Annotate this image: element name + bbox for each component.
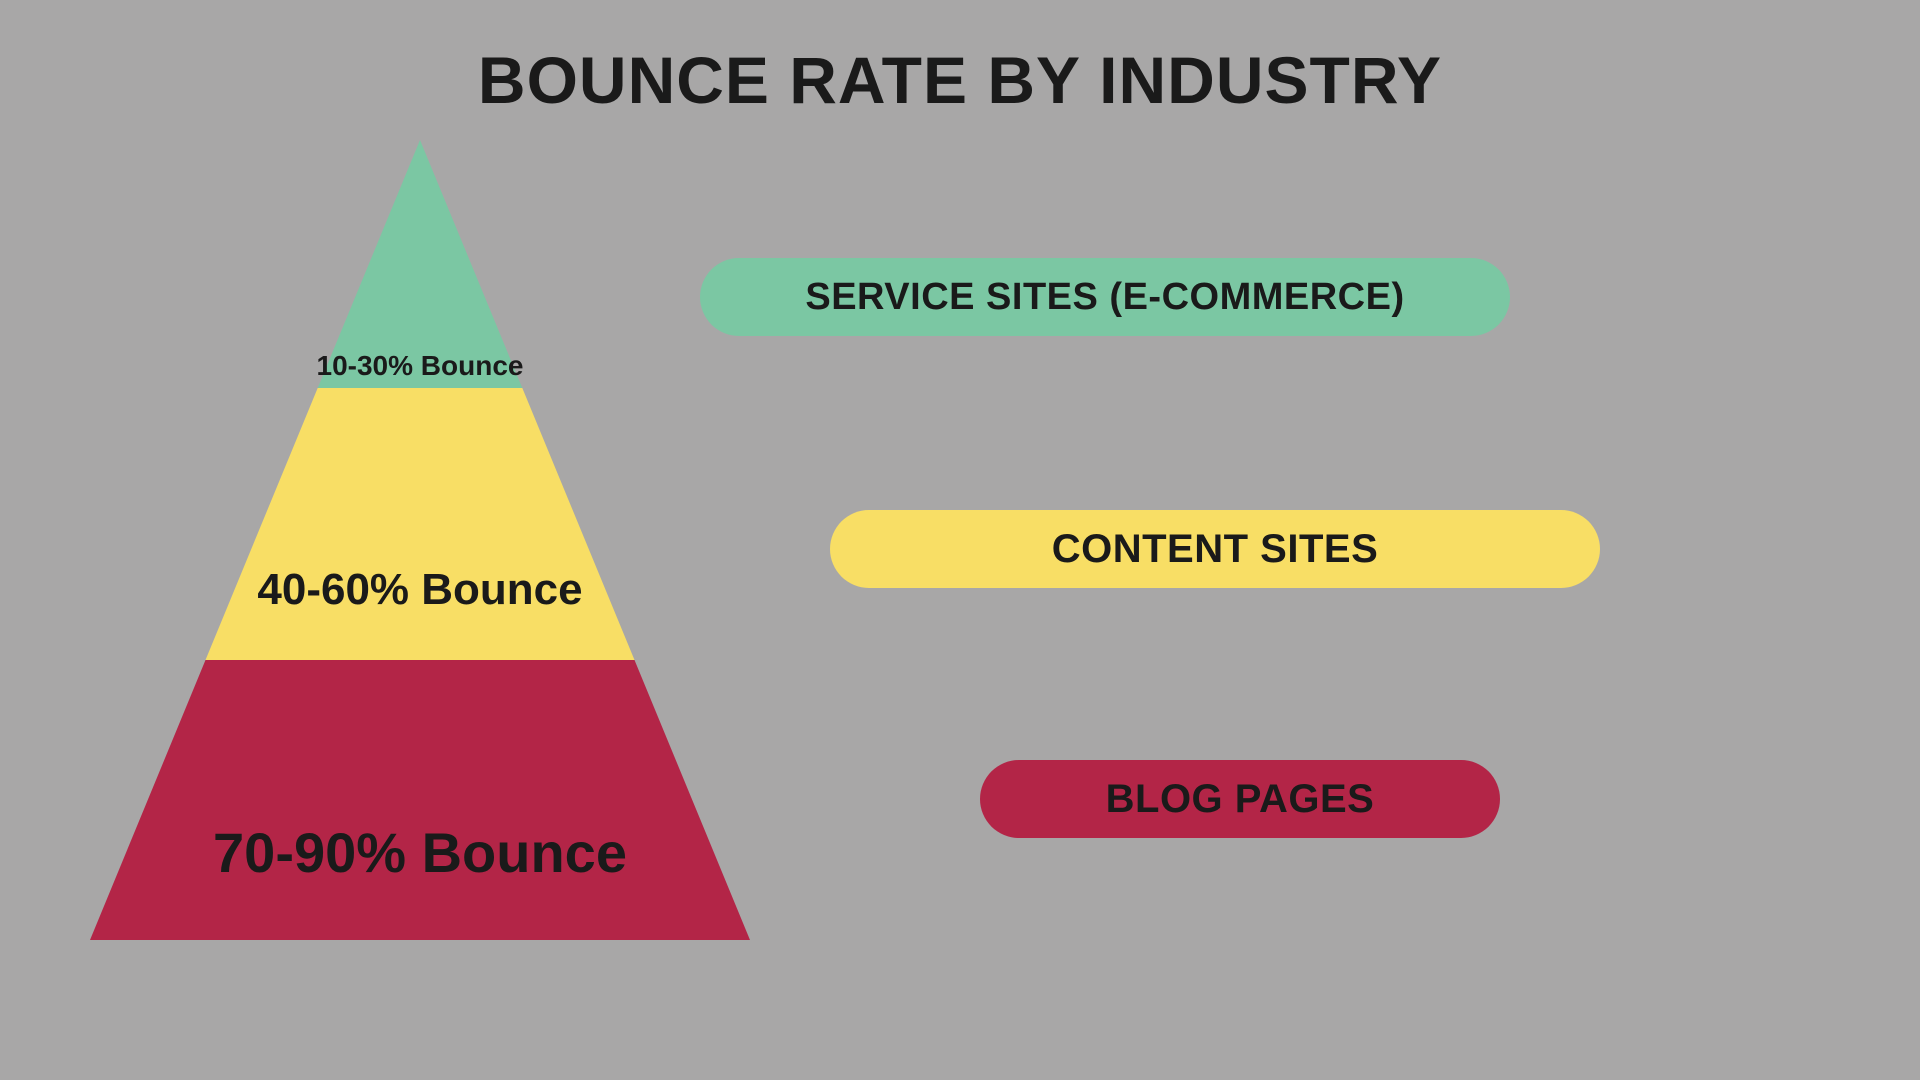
pyramid-chart: 10-30% Bounce 40-60% Bounce 70-90% Bounc…	[90, 140, 750, 940]
pyramid-segment-middle	[206, 388, 635, 660]
pill-blog-pages: BLOG PAGES	[980, 760, 1500, 838]
pill-label: CONTENT SITES	[1052, 527, 1379, 572]
pill-label: BLOG PAGES	[1106, 777, 1375, 822]
pyramid-segment-bottom	[90, 660, 750, 940]
pyramid-label-middle: 40-60% Bounce	[90, 565, 750, 615]
pill-label: SERVICE SITES (E-COMMERCE)	[805, 276, 1404, 319]
pyramid-label-bottom: 70-90% Bounce	[90, 820, 750, 885]
page-title: BOUNCE RATE BY INDUSTRY	[0, 42, 1920, 118]
pill-content-sites: CONTENT SITES	[830, 510, 1600, 588]
pill-service-sites: SERVICE SITES (E-COMMERCE)	[700, 258, 1510, 336]
pyramid-label-top: 10-30% Bounce	[90, 350, 750, 382]
